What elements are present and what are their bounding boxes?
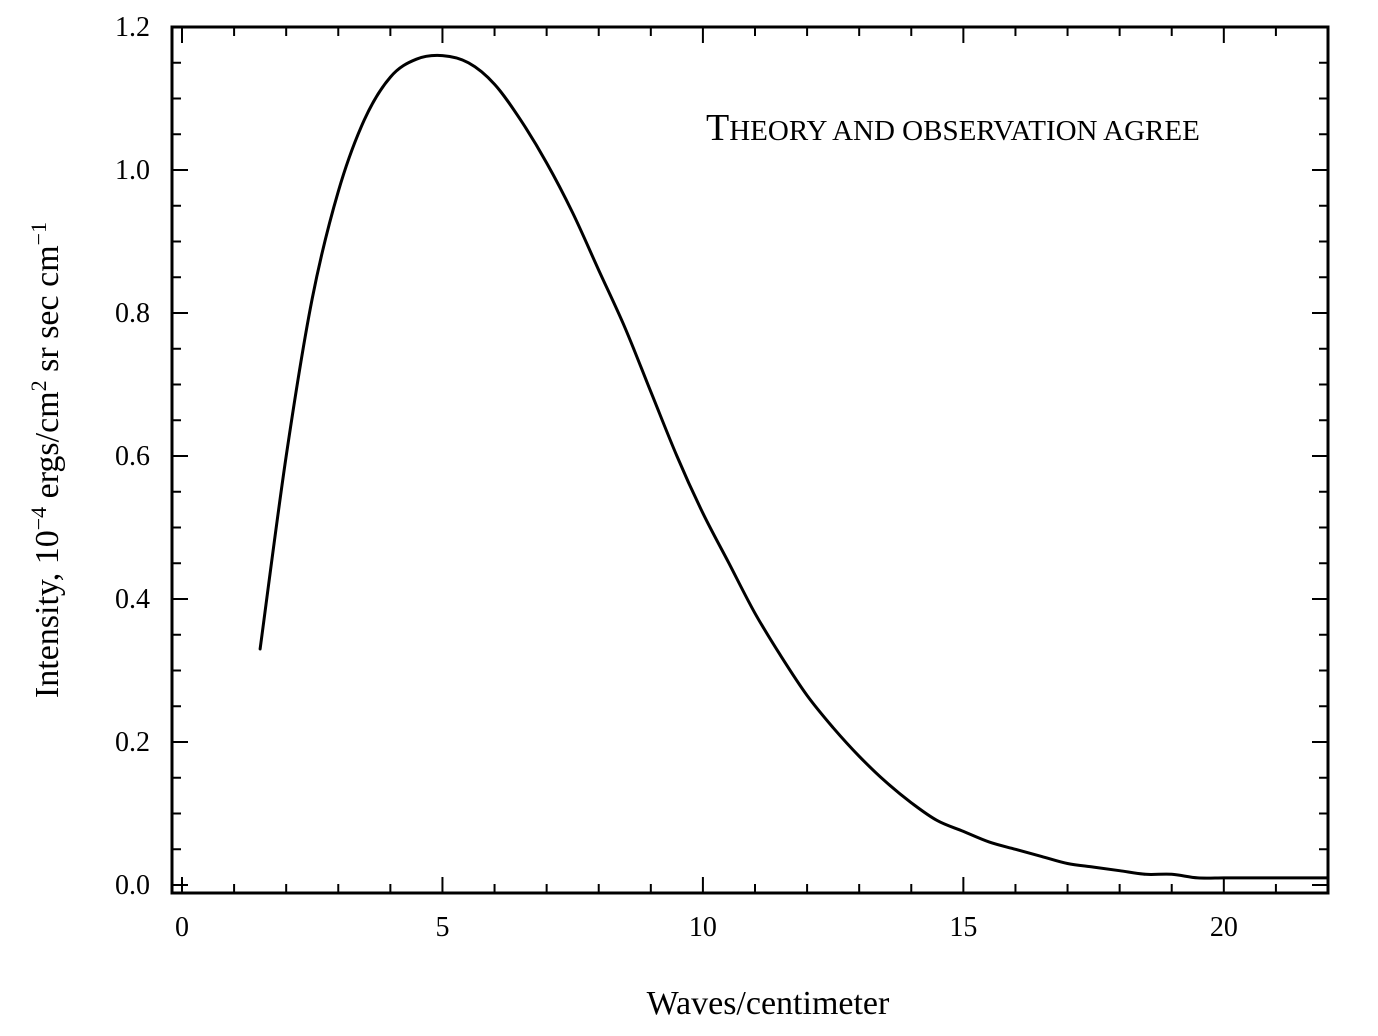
plot-frame: [170, 25, 1330, 895]
y-tick-label: 0.8: [115, 298, 150, 329]
x-tick-label: 15: [949, 912, 977, 943]
y-minor-ticks: [172, 26, 1328, 886]
y-tick-label: 0.4: [115, 584, 150, 615]
y-tick-label: 0.0: [115, 870, 150, 901]
y-axis-title: Intensity, 10−4 ergs/cm2 sr sec cm−1: [26, 222, 66, 698]
x-tick-label: 20: [1210, 912, 1238, 943]
y-tick-labels: 0.0 0.2 0.4 0.6 0.8 1.0 1.2: [115, 12, 150, 901]
x-tick-label: 10: [689, 912, 717, 943]
y-tick-label: 0.6: [115, 441, 150, 472]
x-minor-ticks: [181, 27, 1329, 893]
y-tick-label: 1.2: [115, 12, 150, 43]
annotation-text: THEORY AND OBSERVATION AGREE: [706, 107, 1200, 149]
x-axis-title: Waves/centimeter: [647, 985, 890, 1022]
series-line: [258, 53, 1330, 880]
x-tick-label: 0: [175, 912, 189, 943]
y-tick-label: 0.2: [115, 727, 150, 758]
x-tick-label: 5: [435, 912, 449, 943]
y-tick-label: 1.0: [115, 155, 150, 186]
x-tick-labels: 0 5 10 15 20: [175, 912, 1238, 943]
